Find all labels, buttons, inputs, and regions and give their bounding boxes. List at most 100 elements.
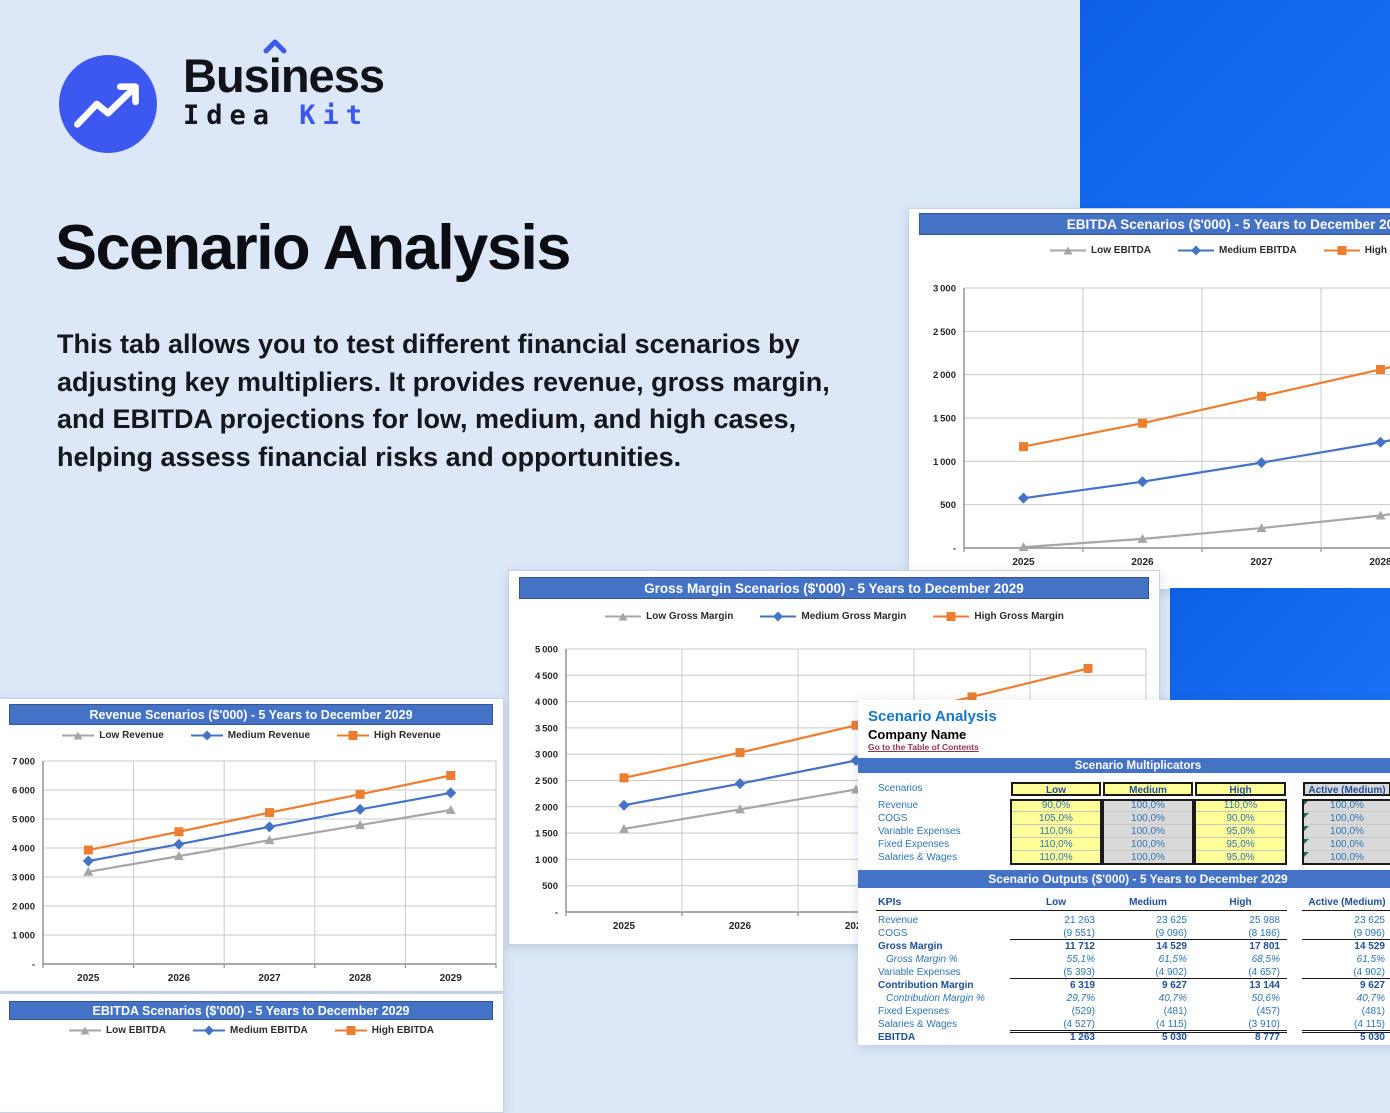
multiplicator-cell-low[interactable]: 110,0% xyxy=(1011,851,1101,864)
kpi-label: Gross Margin xyxy=(878,941,943,952)
chart-plot: - 1 000 2 000 3 000 4 000 5 000 6 000 7 000 2025… xyxy=(12,757,497,984)
multiplicator-row: Revenue 90,0% 100,0% 110,0% 100,0% xyxy=(858,799,1390,812)
chart-title: EBITDA Scenarios ($'000) - 5 Years to De… xyxy=(92,1003,410,1018)
square-marker-icon xyxy=(1323,246,1360,255)
kpi-label: COGS xyxy=(878,928,908,939)
output-value-low: (9 551) xyxy=(1063,928,1095,939)
triangle-marker-icon xyxy=(605,612,642,621)
output-value-low: 29,7% xyxy=(1066,993,1095,1004)
output-value-medium: 14 529 xyxy=(1156,941,1187,952)
legend-item-low: Low EBITDA xyxy=(1049,245,1151,256)
chart-title-bar: Gross Margin Scenarios ($'000) - 5 Years… xyxy=(519,577,1149,599)
chart-title-bar: EBITDA Scenarios ($'000) - 5 Years to De… xyxy=(9,1001,493,1020)
svg-text:2028: 2028 xyxy=(1369,557,1390,568)
output-value-active: 14 529 xyxy=(1354,941,1385,952)
legend-item-high: High EBITDA xyxy=(334,1025,434,1036)
outputs-column-header-row: KPIs Low Medium High Active (Medium) xyxy=(858,896,1390,911)
column-header-high: High xyxy=(1195,782,1286,796)
legend-item-low: Low Gross Margin xyxy=(604,611,733,622)
multiplicator-row: Salaries & Wages 110,0% 100,0% 95,0% 100,0% xyxy=(858,851,1390,864)
output-header-low: Low xyxy=(1046,897,1066,908)
kpi-label: Fixed Expenses xyxy=(878,1006,950,1017)
chart-plot: - 500 1 000 1 500 2 000 2 500 3 000 2025 2026 202… xyxy=(933,284,1390,568)
chart-window-revenue: Revenue Scenarios ($'000) - 5 Years to D… xyxy=(0,698,504,992)
multiplicator-cell-active: 100,0% xyxy=(1303,838,1390,851)
row-label: Revenue xyxy=(878,800,919,811)
multiplicator-cell-high[interactable]: 90,0% xyxy=(1195,812,1286,825)
multiplicator-cell-medium: 100,0% xyxy=(1103,799,1193,812)
output-row: Gross Margin 11 712 14 529 17 801 14 529 xyxy=(858,940,1390,953)
trend-arrow-icon xyxy=(59,55,157,153)
chart-title: EBITDA Scenarios ($'000) - 5 Years to De… xyxy=(1066,216,1390,232)
output-value-active: (9 096) xyxy=(1353,928,1385,939)
legend-item-high: High Gross Margin xyxy=(932,611,1064,622)
output-value-medium: 23 625 xyxy=(1156,915,1187,926)
output-value-low: 6 319 xyxy=(1069,980,1095,991)
output-header-active: Active (Medium) xyxy=(1308,897,1386,908)
output-row: COGS (9 551) (9 096) (8 186) (9 096) xyxy=(858,927,1390,940)
multiplicator-cell-low[interactable]: 110,0% xyxy=(1011,838,1101,851)
kpi-label: Salaries & Wages xyxy=(878,1019,958,1030)
multiplicator-cell-active: 100,0% xyxy=(1303,825,1390,838)
multiplicator-row: Fixed Expenses 110,0% 100,0% 95,0% 100,0% xyxy=(858,838,1390,851)
svg-text:2025: 2025 xyxy=(613,921,636,932)
svg-text:3 000: 3 000 xyxy=(535,750,558,761)
output-row: Fixed Expenses (529) (481) (457) (481) xyxy=(858,1005,1390,1018)
svg-text:500: 500 xyxy=(940,500,956,511)
output-header-high: High xyxy=(1229,897,1252,908)
multiplicator-cell-low[interactable]: 90,0% xyxy=(1011,799,1101,812)
multiplicator-cell-medium: 100,0% xyxy=(1103,838,1193,851)
brand-text: Business Idea Kit xyxy=(183,39,385,131)
output-value-active: 5 030 xyxy=(1359,1032,1385,1043)
svg-text:2025: 2025 xyxy=(1012,557,1035,568)
output-value-medium: 9 627 xyxy=(1161,980,1187,991)
table-of-contents-link[interactable]: Go to the Table of Contents xyxy=(868,742,979,752)
page-description: This tab allows you to test different fi… xyxy=(57,329,830,472)
output-value-medium: (9 096) xyxy=(1155,928,1187,939)
kpi-label: Gross Margin % xyxy=(886,954,958,965)
multiplicator-cell-high[interactable]: 95,0% xyxy=(1195,838,1286,851)
sheet-company-name: Company Name xyxy=(868,727,967,742)
multiplicator-cell-high[interactable]: 95,0% xyxy=(1195,825,1286,838)
svg-text:2029: 2029 xyxy=(440,973,463,984)
chart-title-bar: EBITDA Scenarios ($'000) - 5 Years to De… xyxy=(919,213,1390,235)
svg-text:2026: 2026 xyxy=(168,973,191,984)
svg-text:7 000: 7 000 xyxy=(12,757,35,768)
legend-item-high: High EBITDA xyxy=(1323,245,1390,256)
decorative-blue-rectangle-top xyxy=(1080,0,1390,208)
svg-text:3 000: 3 000 xyxy=(933,284,956,295)
brand-word-idea-kit: Idea Kit xyxy=(183,100,384,131)
chart-title-bar: Revenue Scenarios ($'000) - 5 Years to D… xyxy=(9,704,493,725)
svg-text:2 000: 2 000 xyxy=(933,370,956,381)
legend-item-high: High Revenue xyxy=(336,730,441,741)
legend-item-medium: Medium EBITDA xyxy=(1177,245,1297,256)
output-value-low: (5 393) xyxy=(1063,967,1095,978)
output-row: Contribution Margin 6 319 9 627 13 144 9 627 xyxy=(858,979,1390,992)
multiplicators-header-bar: Scenario Multiplicators xyxy=(858,758,1390,773)
multiplicator-cell-high[interactable]: 95,0% xyxy=(1195,851,1286,864)
svg-text:500: 500 xyxy=(542,881,558,892)
multiplicator-cell-low[interactable]: 110,0% xyxy=(1011,825,1101,838)
double-rule xyxy=(1302,1030,1390,1033)
multiplicator-cell-low[interactable]: 105,0% xyxy=(1011,812,1101,825)
output-value-high: (4 657) xyxy=(1248,967,1280,978)
output-value-high: 13 144 xyxy=(1249,980,1280,991)
header-underline xyxy=(1010,910,1287,911)
chart-title: Revenue Scenarios ($'000) - 5 Years to D… xyxy=(89,707,413,722)
multiplicator-cell-high[interactable]: 110,0% xyxy=(1195,799,1286,812)
chart-legend: Low EBITDA Medium EBITDA High EBITDA xyxy=(0,1025,503,1036)
output-value-medium: (4 902) xyxy=(1155,967,1187,978)
kpi-label: EBITDA xyxy=(878,1032,916,1043)
svg-text:-: - xyxy=(32,960,35,971)
kpis-label: KPIs xyxy=(878,896,902,908)
output-value-active: 9 627 xyxy=(1359,980,1385,991)
svg-text:1 500: 1 500 xyxy=(535,829,558,840)
output-value-high: 25 988 xyxy=(1249,915,1280,926)
svg-text:2026: 2026 xyxy=(1131,557,1154,568)
triangle-marker-icon xyxy=(69,1026,101,1035)
svg-text:1 000: 1 000 xyxy=(535,855,558,866)
svg-text:6 000: 6 000 xyxy=(12,786,35,797)
output-value-active: (4 115) xyxy=(1354,1019,1385,1030)
output-value-high: (8 186) xyxy=(1248,928,1280,939)
